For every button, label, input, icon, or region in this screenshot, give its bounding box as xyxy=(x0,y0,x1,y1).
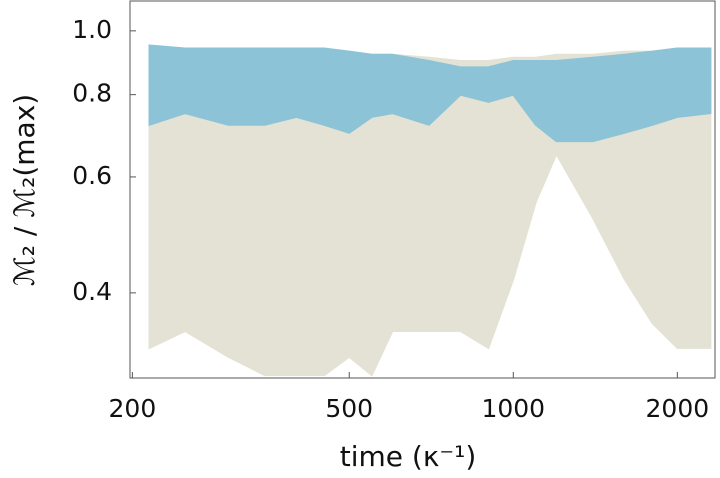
x-tick-label: 2000 xyxy=(646,394,710,423)
y-tick-label: 0.8 xyxy=(72,79,112,108)
x-tick-label: 500 xyxy=(325,394,373,423)
x-tick-label: 1000 xyxy=(481,394,545,423)
x-axis-label: time (κ⁻¹) xyxy=(340,440,477,473)
y-tick-label: 1.0 xyxy=(72,15,112,44)
plot-frame xyxy=(129,0,716,379)
y-axis-label: ℳ₂ / ℳ₂(max) xyxy=(8,94,41,286)
band-area xyxy=(148,44,712,143)
y-tick-label: 0.6 xyxy=(72,161,112,190)
y-tick-label: 0.4 xyxy=(72,277,112,306)
x-tick-label: 200 xyxy=(109,394,157,423)
